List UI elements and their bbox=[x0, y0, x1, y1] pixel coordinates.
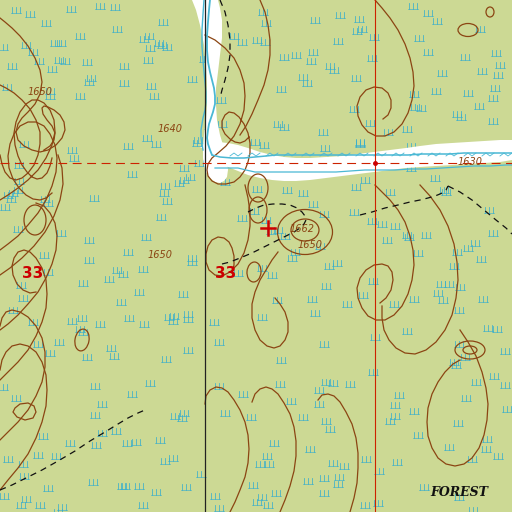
Text: 1630: 1630 bbox=[458, 157, 483, 167]
Text: 1650: 1650 bbox=[298, 240, 323, 250]
Text: 1640: 1640 bbox=[158, 124, 183, 134]
Text: 1650: 1650 bbox=[148, 250, 173, 260]
Text: 1650: 1650 bbox=[28, 87, 53, 97]
Polygon shape bbox=[200, 140, 512, 181]
Text: 33: 33 bbox=[215, 266, 236, 281]
Text: 1662: 1662 bbox=[290, 224, 315, 234]
Polygon shape bbox=[192, 0, 228, 183]
Text: 33: 33 bbox=[22, 266, 43, 281]
Text: FOREST: FOREST bbox=[430, 486, 488, 499]
